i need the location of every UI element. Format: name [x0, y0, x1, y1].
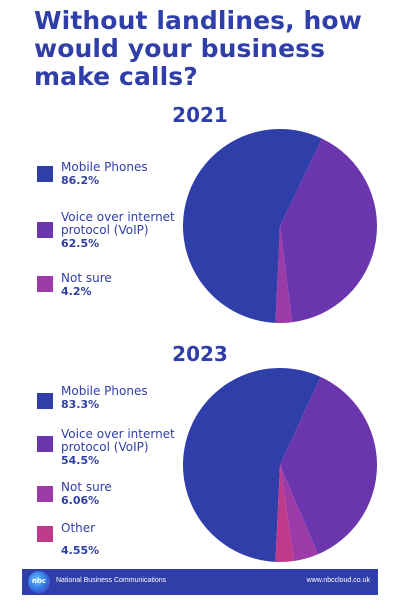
pie-slice-not-sure	[275, 226, 293, 323]
legend-value: 54.5%	[61, 454, 100, 467]
chart-title-2021: 2021	[172, 103, 228, 127]
legend-value: 6.06%	[61, 494, 100, 507]
pie-slice-mobile-phones	[182, 367, 321, 562]
pie-slice-voip	[280, 138, 377, 323]
legend-swatch	[37, 393, 53, 409]
logo-text: nbc	[31, 577, 47, 585]
legend-swatch	[37, 486, 53, 502]
legend-label: Not sure	[61, 271, 112, 285]
legend-label: Voice over internet protocol (VoIP)	[61, 427, 175, 454]
legend-swatch	[37, 166, 53, 182]
legend-label: Mobile Phones	[61, 384, 148, 398]
legend-value: 62.5%	[61, 237, 100, 250]
legend-label: Mobile Phones	[61, 160, 148, 174]
legend-value: 83.3%	[61, 398, 100, 411]
legend-value: 4.55%	[61, 544, 100, 557]
legend-label: Not sure	[61, 480, 112, 494]
legend-swatch	[37, 222, 53, 238]
chart-title-2023: 2023	[172, 342, 228, 366]
pie-chart-2021	[182, 128, 377, 323]
pie-slice-other	[275, 465, 295, 562]
company-name: National Business Communications	[56, 577, 167, 584]
legend-swatch	[37, 526, 53, 542]
pie-slice-mobile-phones	[182, 128, 322, 323]
nbc-logo: nbc	[28, 571, 50, 593]
website-link[interactable]: www.nbccloud.co.uk	[306, 577, 370, 584]
legend-swatch	[37, 276, 53, 292]
legend-value: 4.2%	[61, 285, 92, 298]
page-title: Without landlines, how would your busine…	[34, 6, 362, 91]
pie-slice-voip	[280, 376, 377, 555]
legend-label: Other	[61, 521, 96, 535]
pie-chart-2023	[182, 367, 377, 562]
pie-slice-not-sure	[280, 465, 318, 561]
legend-value: 86.2%	[61, 174, 100, 187]
legend-label: Voice over internet protocol (VoIP)	[61, 210, 175, 237]
footer-bar: nbc National Business Communications www…	[22, 569, 378, 595]
legend-swatch	[37, 436, 53, 452]
